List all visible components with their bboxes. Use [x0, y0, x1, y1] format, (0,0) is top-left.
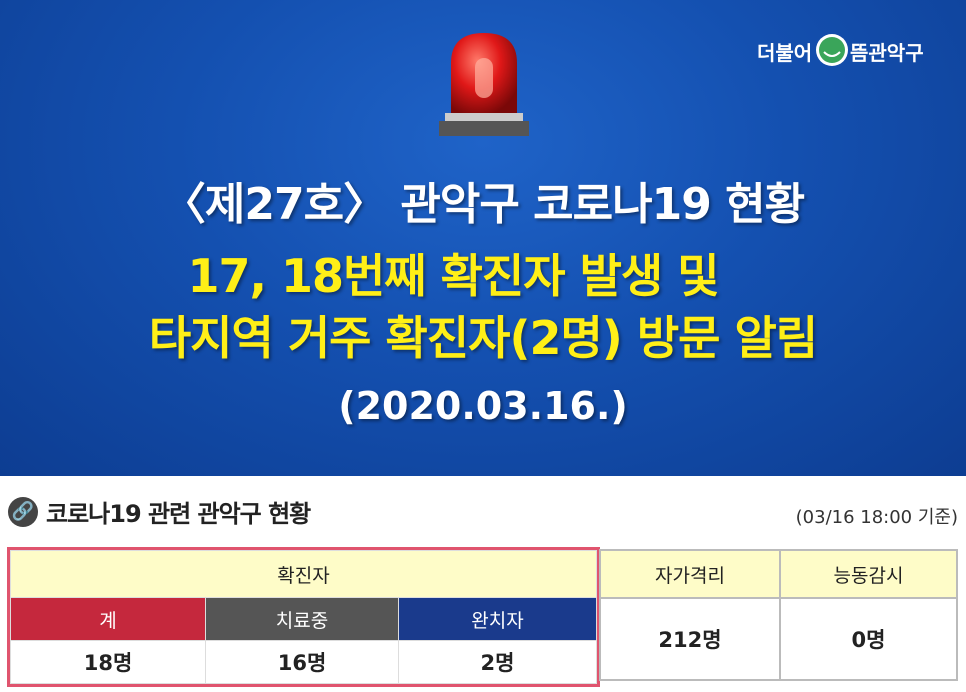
monitoring-table: 자가격리 능동감시 212명 0명 [599, 549, 958, 681]
siren-icon [439, 33, 529, 136]
headline-line-1: 17, 18번째 확진자 발생 및 [187, 249, 719, 303]
svg-text:뜸관악구: 뜸관악구 [850, 41, 924, 65]
self-quarantine-label: 자가격리 [599, 549, 781, 599]
active-monitoring-value: 0명 [779, 597, 958, 681]
total-label: 계 [10, 597, 206, 641]
recovered-label: 완치자 [398, 597, 597, 641]
link-icon: 🔗 [8, 496, 38, 527]
active-monitoring-label: 능동감시 [779, 549, 958, 599]
self-quarantine-value: 212명 [599, 597, 781, 681]
banner: 더불어 뜸관악구 〈제27호〉 관악구 코로나19 현황 17, 18번째 확진… [0, 0, 966, 476]
confirmed-table: 확진자 계 치료중 완치자 18명 16명 2명 [7, 547, 600, 687]
treating-label: 치료중 [205, 597, 399, 641]
total-value: 18명 [10, 640, 206, 684]
svg-text:더불어: 더불어 [757, 41, 812, 65]
logo: 더불어 뜸관악구 [757, 34, 924, 66]
bulletin-title: 〈제27호〉 관악구 코로나19 현황 [161, 179, 805, 230]
treating-value: 16명 [205, 640, 399, 684]
recovered-value: 2명 [398, 640, 597, 684]
basis-time: (03/16 18:00 기준) [795, 507, 958, 528]
headline-line-2: 타지역 거주 확진자(2명) 방문 알림 [148, 311, 818, 365]
section-title: 코로나19 관련 관악구 현황 [46, 500, 311, 528]
confirmed-header: 확진자 [10, 550, 597, 598]
bulletin-date: (2020.03.16.) [338, 384, 628, 428]
section-header: 🔗 코로나19 관련 관악구 현황 [8, 494, 311, 529]
